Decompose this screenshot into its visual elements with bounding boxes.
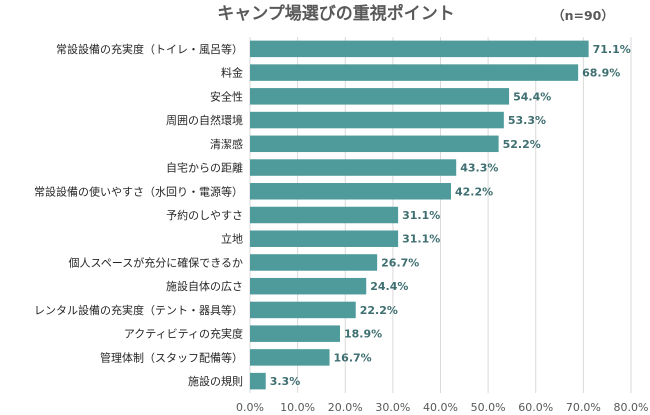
bar (250, 254, 378, 271)
category-label: 周囲の自然環境 (166, 113, 243, 127)
x-axis-tick-labels: 0.0% 10.0% 20.0% 30.0% 40.0% 50.0% 60.0% 70.0% 8… (236, 401, 648, 414)
category-label: 清潔感 (210, 137, 243, 151)
bar (250, 301, 356, 319)
x-tick-label: 80.0% (614, 401, 649, 414)
bar (250, 230, 399, 247)
bar (250, 349, 330, 366)
category-labels: 常設設備の充実度（トイレ・風呂等） 料金安全性周囲の自然環境清潔感自宅からの距離常… (34, 42, 243, 388)
value-label: 16.7% (334, 351, 372, 364)
value-label: 43.3% (460, 162, 498, 175)
bar (250, 206, 399, 224)
value-labels: 71.1% 68.9% 54.4% 53.3% 52.2% 43.3% 42.2% 31.1%… (270, 43, 631, 388)
x-tick-label: 0.0% (236, 401, 264, 414)
bar (250, 88, 510, 105)
bars (250, 40, 589, 390)
bar (250, 40, 589, 58)
category-label: 自宅からの距離 (166, 161, 243, 175)
x-tick-label: 10.0% (280, 401, 315, 414)
value-label: 53.3% (508, 114, 546, 127)
bar (250, 277, 367, 295)
category-label: 管理体制（スタッフ配備等） (100, 350, 243, 364)
x-tick-label: 60.0% (518, 401, 553, 414)
category-label: 常設設備の使いやすさ（水回り・電源等） (34, 184, 243, 198)
value-label: 31.1% (402, 233, 440, 246)
value-label: 18.9% (344, 328, 382, 341)
category-label: 料金 (221, 66, 243, 80)
bar (250, 372, 266, 390)
x-tick-label: 70.0% (566, 401, 601, 414)
x-tick-label: 50.0% (471, 401, 506, 414)
category-label: 施設自体の広さ (166, 279, 243, 293)
category-label: 常設設備の充実度（トイレ・風呂等） (56, 42, 243, 56)
value-label: 42.2% (455, 185, 493, 198)
bar (250, 111, 504, 129)
category-label: 個人スペースが充分に確保できるか (69, 255, 243, 269)
category-label: 立地 (221, 232, 243, 246)
value-label: 68.9% (582, 67, 620, 80)
category-label: レンタル設備の充実度（テント・器具等） (34, 303, 243, 317)
bar (250, 325, 341, 342)
category-label: 安全性 (210, 89, 243, 103)
value-label: 52.2% (503, 138, 541, 151)
category-label: アクティビティの充実度 (124, 327, 243, 341)
value-label: 24.4% (370, 280, 408, 293)
value-label: 71.1% (593, 43, 631, 56)
bar (250, 135, 499, 153)
x-tick-label: 20.0% (328, 401, 363, 414)
category-label: 予約のしやすさ (166, 208, 243, 222)
chart-title: キャンプ場選びの重視ポイント (217, 3, 455, 24)
bar (250, 183, 451, 200)
value-label: 26.7% (381, 256, 419, 269)
bar (250, 159, 457, 176)
sample-size-note: （n=90） (552, 8, 614, 23)
category-label: 施設の規則 (188, 374, 243, 388)
x-tick-label: 30.0% (375, 401, 410, 414)
value-label: 31.1% (402, 209, 440, 222)
x-tick-label: 40.0% (423, 401, 458, 414)
value-label: 22.2% (360, 304, 398, 317)
value-label: 54.4% (513, 90, 551, 103)
value-label: 3.3% (270, 375, 301, 388)
bar (250, 64, 579, 81)
